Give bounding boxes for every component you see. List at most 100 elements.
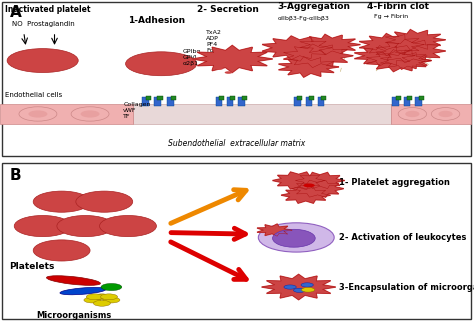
- Ellipse shape: [398, 108, 427, 120]
- Circle shape: [103, 297, 120, 303]
- Ellipse shape: [71, 107, 109, 121]
- Circle shape: [303, 184, 315, 187]
- Polygon shape: [283, 44, 353, 68]
- Text: A: A: [9, 5, 21, 20]
- FancyBboxPatch shape: [171, 96, 176, 100]
- FancyBboxPatch shape: [391, 104, 471, 124]
- Text: 2- Activation of leukocytes: 2- Activation of leukocytes: [339, 233, 466, 242]
- Polygon shape: [385, 30, 446, 50]
- Circle shape: [101, 283, 122, 291]
- Circle shape: [284, 285, 296, 289]
- FancyBboxPatch shape: [309, 96, 314, 100]
- FancyBboxPatch shape: [407, 96, 412, 100]
- Ellipse shape: [438, 111, 453, 117]
- Ellipse shape: [76, 191, 133, 212]
- Polygon shape: [257, 224, 292, 236]
- FancyBboxPatch shape: [419, 96, 424, 100]
- Polygon shape: [292, 180, 344, 197]
- Polygon shape: [262, 274, 336, 300]
- FancyBboxPatch shape: [227, 97, 233, 106]
- FancyBboxPatch shape: [133, 104, 391, 124]
- FancyBboxPatch shape: [321, 96, 326, 100]
- Text: Endothelial cells: Endothelial cells: [5, 92, 62, 99]
- Text: GPIbα
GPVI
α2β1: GPIbα GPVI α2β1: [182, 49, 201, 66]
- Text: Platelets: Platelets: [9, 262, 55, 271]
- Circle shape: [126, 52, 197, 76]
- Text: TxA2
ADP
PF4
Fg: TxA2 ADP PF4 Fg: [206, 30, 222, 53]
- Text: 3-Encapsulation of microorganisms: 3-Encapsulation of microorganisms: [339, 282, 474, 291]
- FancyBboxPatch shape: [167, 97, 174, 106]
- Ellipse shape: [46, 276, 100, 285]
- FancyBboxPatch shape: [392, 97, 399, 106]
- Ellipse shape: [33, 191, 90, 212]
- Circle shape: [86, 294, 103, 300]
- Ellipse shape: [19, 107, 57, 121]
- Polygon shape: [380, 52, 431, 69]
- Ellipse shape: [28, 110, 47, 118]
- Circle shape: [301, 288, 315, 292]
- FancyBboxPatch shape: [306, 97, 312, 106]
- Circle shape: [301, 283, 313, 287]
- Text: αIIbβ3-Fg-αIIbβ3: αIIbβ3-Fg-αIIbβ3: [277, 16, 329, 21]
- Text: 2- Secretion: 2- Secretion: [197, 5, 259, 14]
- Text: 3-Aggregation: 3-Aggregation: [277, 2, 350, 11]
- Polygon shape: [355, 45, 415, 66]
- Polygon shape: [376, 39, 446, 63]
- Circle shape: [225, 71, 232, 74]
- Text: Microorganisms: Microorganisms: [36, 311, 111, 320]
- Circle shape: [293, 288, 306, 292]
- FancyBboxPatch shape: [294, 97, 301, 106]
- FancyBboxPatch shape: [404, 97, 410, 106]
- Ellipse shape: [60, 288, 106, 295]
- Ellipse shape: [273, 229, 315, 247]
- Circle shape: [7, 49, 78, 72]
- Ellipse shape: [405, 111, 419, 117]
- Text: Inactivated platelet: Inactivated platelet: [5, 5, 90, 14]
- FancyBboxPatch shape: [219, 96, 224, 100]
- Text: Collagen
vWF
TF: Collagen vWF TF: [123, 102, 151, 118]
- Circle shape: [220, 62, 228, 64]
- FancyBboxPatch shape: [142, 97, 149, 106]
- FancyBboxPatch shape: [0, 104, 133, 124]
- Text: Subendothelial  extracellular matrix: Subendothelial extracellular matrix: [168, 139, 306, 148]
- FancyBboxPatch shape: [2, 2, 471, 156]
- Ellipse shape: [57, 215, 114, 237]
- FancyBboxPatch shape: [146, 96, 151, 100]
- Ellipse shape: [14, 215, 71, 237]
- FancyBboxPatch shape: [238, 97, 245, 106]
- FancyBboxPatch shape: [415, 97, 422, 106]
- Ellipse shape: [33, 240, 90, 261]
- Circle shape: [84, 297, 101, 303]
- Ellipse shape: [100, 215, 156, 237]
- Polygon shape: [262, 36, 332, 60]
- Polygon shape: [366, 50, 431, 71]
- Polygon shape: [300, 34, 360, 55]
- Text: NO  Prostaglandin: NO Prostaglandin: [12, 21, 74, 27]
- Ellipse shape: [431, 108, 460, 120]
- FancyBboxPatch shape: [216, 97, 222, 106]
- Ellipse shape: [258, 223, 334, 252]
- Text: 4-Fibrin clot: 4-Fibrin clot: [367, 2, 429, 11]
- FancyBboxPatch shape: [297, 96, 302, 100]
- FancyBboxPatch shape: [230, 96, 235, 100]
- Ellipse shape: [81, 110, 100, 118]
- Polygon shape: [279, 57, 339, 77]
- Polygon shape: [295, 173, 345, 189]
- FancyBboxPatch shape: [157, 96, 163, 100]
- FancyBboxPatch shape: [154, 97, 161, 106]
- Circle shape: [100, 294, 118, 300]
- Text: 1- Platelet aggregation: 1- Platelet aggregation: [339, 178, 450, 187]
- Circle shape: [93, 300, 110, 306]
- FancyBboxPatch shape: [242, 96, 247, 100]
- FancyBboxPatch shape: [396, 96, 401, 100]
- Polygon shape: [192, 45, 273, 72]
- FancyBboxPatch shape: [2, 164, 471, 319]
- Polygon shape: [281, 187, 330, 203]
- Circle shape: [93, 294, 110, 300]
- Text: B: B: [9, 167, 21, 183]
- Circle shape: [216, 67, 223, 70]
- Text: 1-Adhesion: 1-Adhesion: [128, 16, 185, 25]
- Polygon shape: [273, 172, 325, 189]
- Text: Fg → Fibrin: Fg → Fibrin: [374, 14, 409, 19]
- FancyBboxPatch shape: [318, 97, 324, 106]
